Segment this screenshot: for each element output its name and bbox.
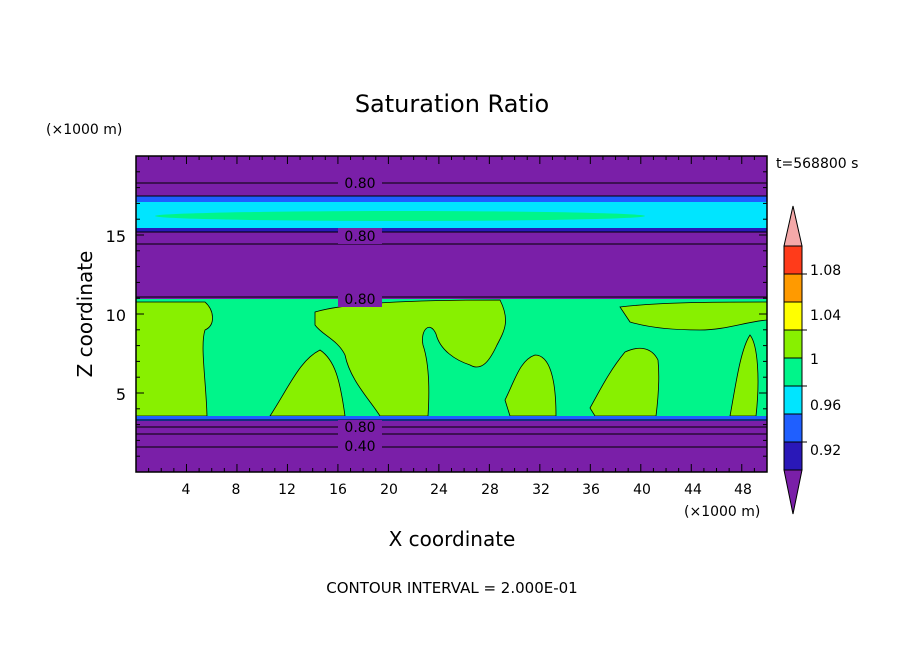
colorbar-label-0.96: 0.96 <box>810 398 841 414</box>
colorbar-label-0.92: 0.92 <box>810 443 841 459</box>
contour-label-4: 0.80 <box>344 420 375 436</box>
x-tick-20: 20 <box>380 482 398 498</box>
y-tick-5: 5 <box>116 385 126 404</box>
x-unit-label: (×1000 m) <box>684 504 760 520</box>
plume-5 <box>589 347 660 417</box>
contour-label-3: 0.80 <box>344 292 375 308</box>
x-tick-48: 48 <box>734 482 752 498</box>
contour-label-5: 0.40 <box>344 439 375 455</box>
chart-title: Saturation Ratio <box>355 90 549 118</box>
x-tick-12: 12 <box>278 482 296 498</box>
colorbar-swatch <box>783 385 803 415</box>
contour-label-1: 0.80 <box>344 176 375 192</box>
x-tick-16: 16 <box>329 482 347 498</box>
colorbar-label-1.08: 1.08 <box>810 263 841 279</box>
y-tick-10: 10 <box>106 306 126 325</box>
colorbar-labels: 1.08 1.04 1 0.96 0.92 <box>810 263 841 459</box>
contour-label-2: 0.80 <box>344 229 375 245</box>
x-tick-labels: 4 8 12 16 20 24 28 32 36 40 44 48 <box>182 482 752 498</box>
colorbar-label-1: 1 <box>810 352 819 368</box>
contour-interval-footer: CONTOUR INTERVAL = 2.000E-01 <box>326 579 577 597</box>
colorbar-swatch <box>783 357 803 387</box>
time-label: t=568800 s <box>776 156 858 172</box>
y-axis-label: Z coordinate <box>73 251 97 378</box>
x-axis-label: X coordinate <box>389 527 516 551</box>
x-tick-24: 24 <box>430 482 448 498</box>
lower-boundary-blue <box>136 416 767 421</box>
x-tick-44: 44 <box>684 482 702 498</box>
plume-2 <box>314 299 506 417</box>
colorbar-swatch <box>783 413 803 443</box>
plume-4 <box>504 354 557 417</box>
colorbar: 1.08 1.04 1 0.96 0.92 <box>783 205 841 515</box>
upper-layer-darkblue <box>136 228 767 232</box>
contour-lines <box>136 182 767 448</box>
colorbar-swatch <box>783 301 803 331</box>
colorbar-label-1.04: 1.04 <box>810 308 841 324</box>
plot-area: 0.80 0.80 0.80 0.80 0.40 <box>135 155 768 473</box>
colorbar-swatch <box>783 273 803 303</box>
y-unit-label: (×1000 m) <box>46 122 122 138</box>
axis-ticks <box>136 156 767 472</box>
x-tick-40: 40 <box>633 482 651 498</box>
x-tick-36: 36 <box>582 482 600 498</box>
y-tick-15: 15 <box>106 227 126 246</box>
plume-1 <box>136 301 213 417</box>
y-tick-labels: 5 10 15 <box>106 227 126 404</box>
x-tick-8: 8 <box>232 482 241 498</box>
plume-7 <box>729 334 759 417</box>
colorbar-low-arrow <box>783 469 803 515</box>
x-tick-32: 32 <box>532 482 550 498</box>
x-tick-28: 28 <box>481 482 499 498</box>
colorbar-swatch <box>783 329 803 359</box>
x-tick-4: 4 <box>182 482 191 498</box>
colorbar-swatch <box>783 441 803 471</box>
contour-label-group: 0.80 0.80 0.80 0.80 0.40 <box>338 175 382 455</box>
plume-3 <box>269 349 346 417</box>
plume-6 <box>619 301 767 331</box>
colorbar-swatch <box>783 245 803 275</box>
upper-layer-green <box>155 211 645 221</box>
colorbar-high-arrow <box>783 205 803 247</box>
